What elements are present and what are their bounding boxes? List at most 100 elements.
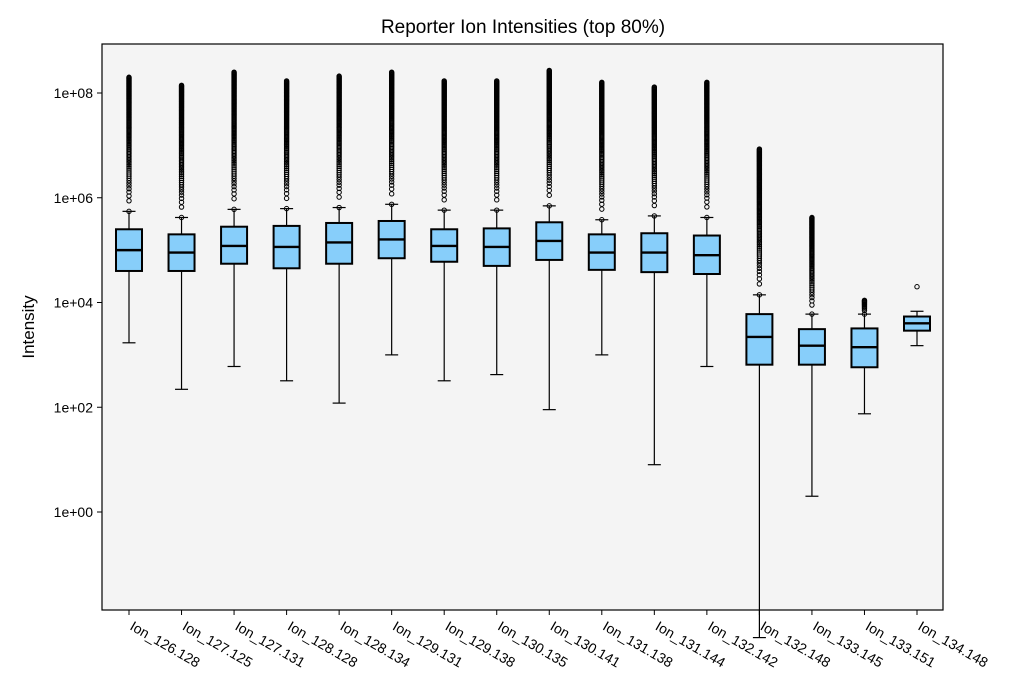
- outlier-point: [599, 197, 605, 204]
- box-Ion_134.148: [903, 284, 931, 347]
- outlier-point: [231, 191, 237, 197]
- y-tick-label: 1e+02: [54, 399, 94, 415]
- outlier-point: [599, 191, 605, 197]
- boxes-layer: [115, 67, 931, 639]
- outlier-point: [231, 166, 237, 173]
- outlier-point: [494, 185, 500, 191]
- outliers: [231, 69, 237, 213]
- outlier-point: [388, 162, 395, 168]
- outlier-point: [231, 161, 237, 167]
- outlier-point: [231, 183, 237, 190]
- outlier-point: [178, 195, 185, 202]
- outlier-point: [388, 182, 395, 188]
- outliers: [388, 69, 395, 207]
- outlier-point: [756, 292, 763, 298]
- outlier-point: [231, 187, 237, 193]
- outlier-point: [599, 173, 605, 179]
- box-Ion_129.138: [430, 78, 459, 382]
- box-Ion_126.128: [115, 74, 143, 344]
- outlier-point: [178, 192, 185, 198]
- outlier-point: [651, 170, 658, 177]
- outlier-point: [178, 214, 185, 221]
- outlier-point: [283, 165, 290, 172]
- outlier-point: [599, 177, 605, 183]
- outlier-point: [178, 82, 185, 89]
- outlier-point: [546, 180, 552, 186]
- outlier-point: [441, 182, 447, 188]
- outlier-point: [599, 206, 605, 212]
- box-Ion_127.131: [220, 69, 249, 368]
- outlier-point: [809, 298, 815, 304]
- outlier-point: [704, 199, 710, 205]
- box-Ion_131.138: [587, 79, 616, 356]
- outlier-point: [494, 166, 500, 173]
- y-tick-label: 1e+04: [54, 295, 94, 311]
- outlier-point: [283, 78, 290, 84]
- outlier-point: [704, 169, 710, 176]
- outlier-point: [388, 69, 395, 75]
- plot-area: [102, 44, 943, 610]
- outlier-point: [546, 187, 552, 194]
- outlier-point: [178, 171, 185, 178]
- outlier-point: [388, 157, 395, 163]
- outlier-point: [651, 176, 658, 182]
- outlier-point: [336, 182, 342, 188]
- outlier-point: [441, 192, 447, 198]
- outlier-point: [231, 165, 237, 171]
- outlier-point: [126, 161, 132, 168]
- box-Ion_129.131: [377, 69, 406, 356]
- outliers: [283, 78, 290, 212]
- box-iqr: [797, 328, 826, 366]
- outlier-point: [126, 169, 132, 175]
- outlier-point: [494, 163, 500, 169]
- outlier-point: [336, 162, 342, 168]
- outlier-point: [494, 168, 500, 175]
- outlier-point: [126, 183, 132, 189]
- box-Ion_133.145: [797, 214, 826, 497]
- outlier-point: [546, 177, 552, 183]
- outlier-point: [651, 198, 658, 204]
- outlier-point: [178, 175, 185, 182]
- outlier-point: [283, 162, 290, 168]
- box-Ion_133.151: [850, 297, 879, 415]
- outlier-point: [336, 189, 342, 195]
- outlier-point: [231, 159, 237, 166]
- outlier-point: [126, 208, 132, 215]
- outlier-point: [756, 245, 763, 251]
- outlier-point: [546, 183, 552, 190]
- box-Ion_127.125: [167, 82, 196, 390]
- outlier-point: [546, 192, 552, 198]
- outlier-point: [336, 179, 342, 185]
- box-Ion_130.135: [482, 78, 511, 376]
- outlier-point: [546, 163, 552, 169]
- outliers: [809, 214, 815, 317]
- outlier-point: [283, 183, 290, 190]
- outlier-point: [178, 189, 185, 195]
- box-iqr: [745, 313, 774, 366]
- outlier-point: [651, 172, 658, 179]
- outliers: [914, 284, 920, 290]
- outliers: [756, 146, 763, 298]
- outlier-point: [756, 265, 763, 272]
- outlier-point: [756, 268, 763, 275]
- outlier-point: [336, 204, 342, 211]
- outlier-point: [283, 205, 290, 212]
- outlier-point: [441, 188, 447, 194]
- outlier-point: [388, 160, 395, 167]
- outliers: [336, 73, 342, 211]
- outlier-point: [704, 173, 710, 179]
- outliers: [126, 74, 132, 215]
- outlier-point: [178, 199, 185, 205]
- outlier-point: [546, 203, 552, 209]
- outlier-point: [178, 170, 185, 176]
- outlier-point: [283, 187, 290, 193]
- outlier-point: [861, 311, 868, 317]
- outlier-point: [756, 262, 763, 269]
- outliers: [441, 78, 447, 213]
- box-Ion_130.141: [535, 67, 564, 411]
- outlier-point: [809, 311, 815, 317]
- box-Ion_132.142: [692, 79, 721, 368]
- outlier-point: [651, 169, 658, 175]
- outlier-point: [651, 194, 658, 200]
- outlier-point: [651, 188, 658, 194]
